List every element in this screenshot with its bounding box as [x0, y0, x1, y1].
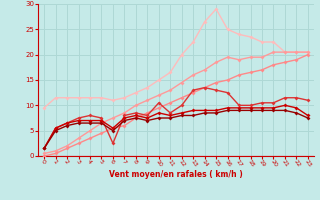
X-axis label: Vent moyen/en rafales ( km/h ): Vent moyen/en rafales ( km/h )	[109, 170, 243, 179]
